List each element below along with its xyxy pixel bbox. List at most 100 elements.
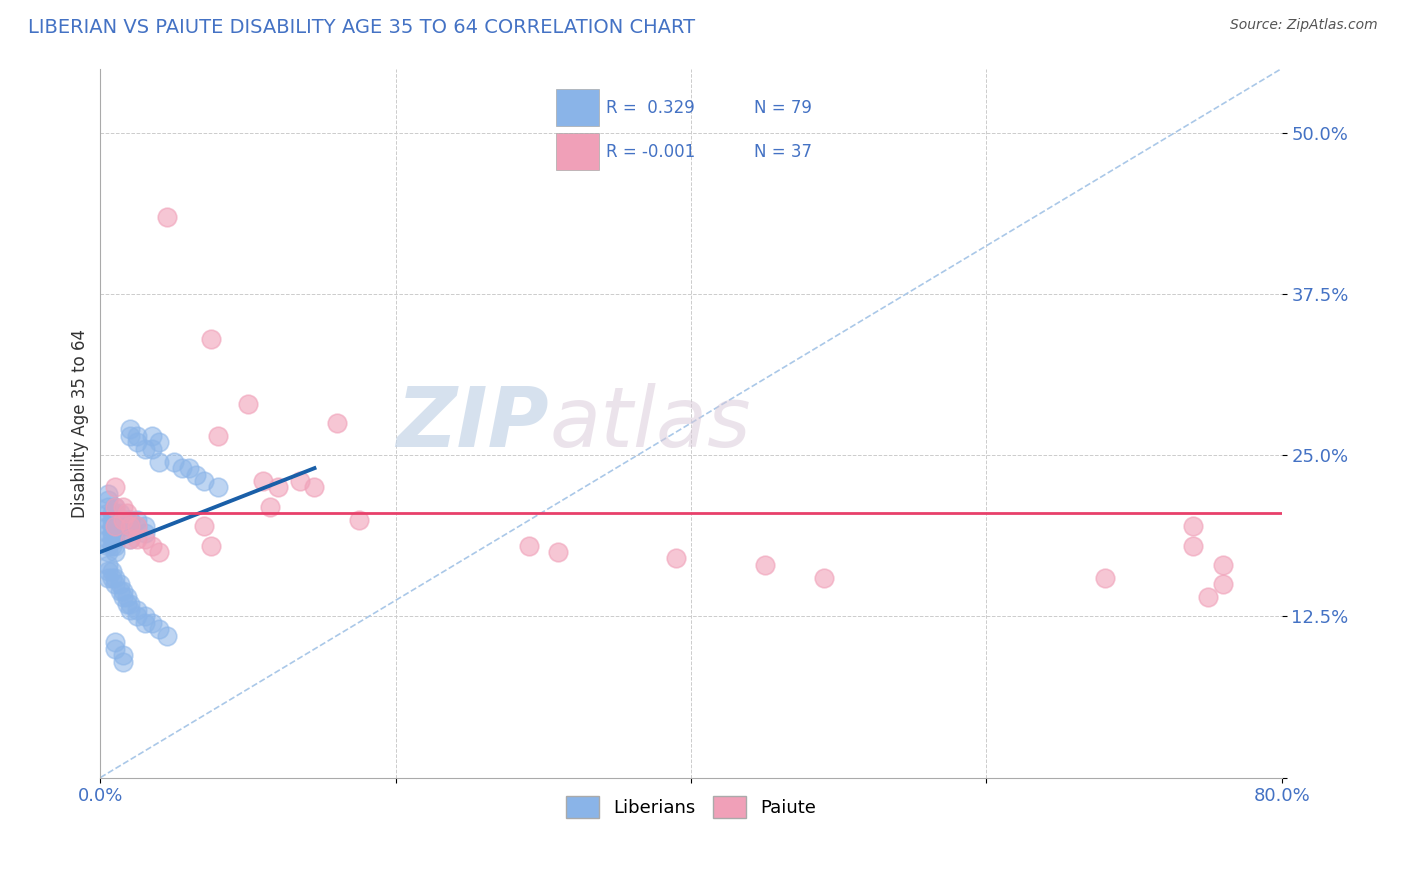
Point: [104, 532, 127, 546]
Point: [111, 525, 134, 540]
Point: [134, 532, 156, 546]
Point: [118, 603, 141, 617]
Point: [97, 564, 120, 578]
Point: [1094, 571, 1116, 585]
Point: [97, 506, 120, 520]
Point: [104, 571, 127, 585]
Point: [127, 519, 149, 533]
Point: [108, 519, 131, 533]
Point: [141, 442, 163, 456]
Point: [104, 500, 127, 514]
Point: [111, 513, 134, 527]
Point: [118, 429, 141, 443]
Point: [118, 422, 141, 436]
Point: [111, 519, 134, 533]
Point: [141, 539, 163, 553]
Point: [97, 500, 120, 514]
Point: [111, 648, 134, 662]
Y-axis label: Disability Age 35 to 64: Disability Age 35 to 64: [72, 328, 89, 517]
Point: [118, 532, 141, 546]
Point: [115, 506, 138, 520]
Point: [108, 583, 131, 598]
Point: [115, 513, 138, 527]
Point: [148, 455, 170, 469]
Text: Source: ZipAtlas.com: Source: ZipAtlas.com: [1230, 18, 1378, 32]
Point: [101, 519, 124, 533]
Point: [207, 429, 229, 443]
Point: [127, 603, 149, 617]
Point: [97, 532, 120, 546]
Point: [127, 609, 149, 624]
Point: [127, 513, 149, 527]
Text: ZIP: ZIP: [396, 383, 550, 464]
Point: [104, 545, 127, 559]
Point: [1182, 519, 1205, 533]
Point: [127, 519, 149, 533]
Point: [97, 525, 120, 540]
Point: [170, 461, 193, 475]
Point: [304, 481, 326, 495]
Point: [163, 455, 186, 469]
Point: [101, 564, 124, 578]
Point: [111, 500, 134, 514]
Point: [104, 641, 127, 656]
Point: [115, 590, 138, 604]
Point: [118, 532, 141, 546]
Point: [104, 506, 127, 520]
Point: [252, 474, 274, 488]
Point: [134, 442, 156, 456]
Point: [1212, 558, 1234, 572]
Point: [118, 519, 141, 533]
Point: [207, 481, 229, 495]
Point: [1212, 577, 1234, 591]
Point: [156, 629, 179, 643]
Point: [141, 429, 163, 443]
Point: [97, 519, 120, 533]
Point: [127, 435, 149, 450]
Point: [236, 397, 259, 411]
Point: [115, 597, 138, 611]
Point: [104, 539, 127, 553]
Point: [141, 615, 163, 630]
Point: [97, 493, 120, 508]
Point: [101, 532, 124, 546]
Text: LIBERIAN VS PAIUTE DISABILITY AGE 35 TO 64 CORRELATION CHART: LIBERIAN VS PAIUTE DISABILITY AGE 35 TO …: [28, 18, 695, 37]
Point: [156, 210, 179, 224]
Point: [111, 590, 134, 604]
Legend: Liberians, Paiute: Liberians, Paiute: [558, 789, 824, 825]
Point: [118, 513, 141, 527]
Point: [547, 545, 569, 559]
Point: [104, 635, 127, 649]
Point: [665, 551, 688, 566]
Point: [325, 416, 347, 430]
Point: [101, 539, 124, 553]
Point: [148, 545, 170, 559]
Point: [104, 519, 127, 533]
Point: [259, 500, 281, 514]
Point: [101, 506, 124, 520]
Point: [813, 571, 835, 585]
Point: [288, 474, 311, 488]
Point: [200, 332, 222, 346]
Point: [127, 429, 149, 443]
Point: [266, 481, 288, 495]
Point: [193, 474, 215, 488]
Point: [115, 519, 138, 533]
Point: [108, 577, 131, 591]
Point: [134, 615, 156, 630]
Point: [101, 513, 124, 527]
Point: [118, 519, 141, 533]
Point: [108, 506, 131, 520]
Point: [127, 532, 149, 546]
Point: [134, 609, 156, 624]
Point: [517, 539, 540, 553]
Point: [1197, 590, 1219, 604]
Point: [97, 545, 120, 559]
Point: [148, 435, 170, 450]
Point: [97, 487, 120, 501]
Point: [186, 467, 208, 482]
Point: [101, 571, 124, 585]
Point: [111, 513, 134, 527]
Point: [97, 539, 120, 553]
Point: [177, 461, 200, 475]
